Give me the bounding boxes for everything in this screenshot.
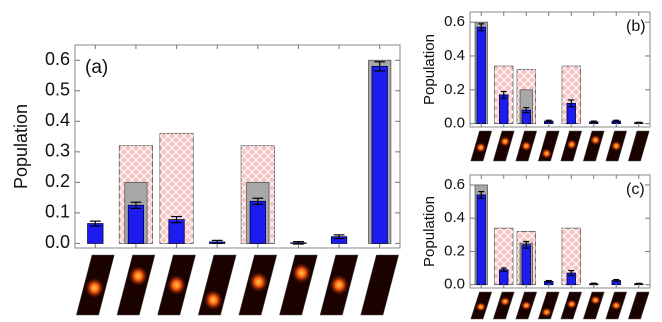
thumbnail-spot [499, 136, 510, 147]
thumbnail-spot [329, 274, 349, 296]
thumbnail-spot [566, 299, 577, 309]
bar [477, 27, 486, 123]
panel-label: (a) [85, 57, 108, 78]
panel-label: (c) [626, 181, 645, 198]
y-tick-label: 0.6 [444, 13, 465, 30]
thumbnail-spot [167, 274, 187, 296]
thumbnail-spot [499, 297, 510, 307]
y-tick-label: 0.4 [45, 110, 70, 130]
thumbnail-spot [590, 135, 601, 146]
thumbnail-spot [611, 301, 622, 311]
bar [372, 66, 387, 243]
y-tick-label: 0.2 [444, 81, 465, 98]
panel-label: (b) [626, 18, 646, 35]
thumbnail-spot [249, 271, 269, 293]
y-tick-label: 0.6 [444, 176, 465, 193]
thumbnail-spot [541, 148, 552, 159]
thumbnail-spot [521, 301, 532, 311]
thumbnail-spot [84, 277, 104, 299]
thumbnail-spot [475, 302, 486, 312]
bar [250, 201, 265, 243]
thumbnail [361, 255, 399, 315]
y-tick-label: 0.4 [444, 47, 465, 64]
y-tick-label: 0.0 [45, 232, 70, 252]
thumbnail-spot [541, 307, 552, 317]
thumbnail-spot [566, 139, 577, 150]
y-tick-label: 0.4 [444, 209, 465, 226]
y-axis-label: Population [421, 196, 438, 267]
y-tick-label: 0.1 [45, 202, 70, 222]
y-tick-label: 0.5 [45, 80, 70, 100]
y-tick-label: 0.2 [45, 171, 70, 191]
thumbnail [628, 131, 649, 161]
figure: 0.0 0.1 0.2 0.3 0.4 0.5 0.6 (a) Population 0.0 0.2… [0, 0, 662, 322]
bar [128, 205, 143, 243]
y-axis-label: Population [11, 104, 31, 189]
y-axis-label: Population [421, 34, 438, 105]
thumbnail [628, 292, 649, 319]
thumbnail-spot [128, 265, 148, 287]
thumbnail-spot [475, 142, 486, 153]
y-tick-label: 0.0 [444, 115, 465, 132]
thumbnail-spot [203, 289, 223, 311]
y-tick-label: 0.6 [45, 49, 70, 69]
thumbnail-spot [590, 295, 601, 305]
y-tick-label: 0.2 [444, 242, 465, 259]
bar [477, 195, 486, 285]
y-tick-label: 0.0 [444, 276, 465, 293]
bar [499, 95, 508, 124]
thumbnail-spot [292, 262, 312, 284]
thumbnail-spot [521, 141, 532, 152]
bar [522, 245, 531, 285]
thumbnail-spot [611, 141, 622, 152]
y-tick-label: 0.3 [45, 141, 70, 161]
